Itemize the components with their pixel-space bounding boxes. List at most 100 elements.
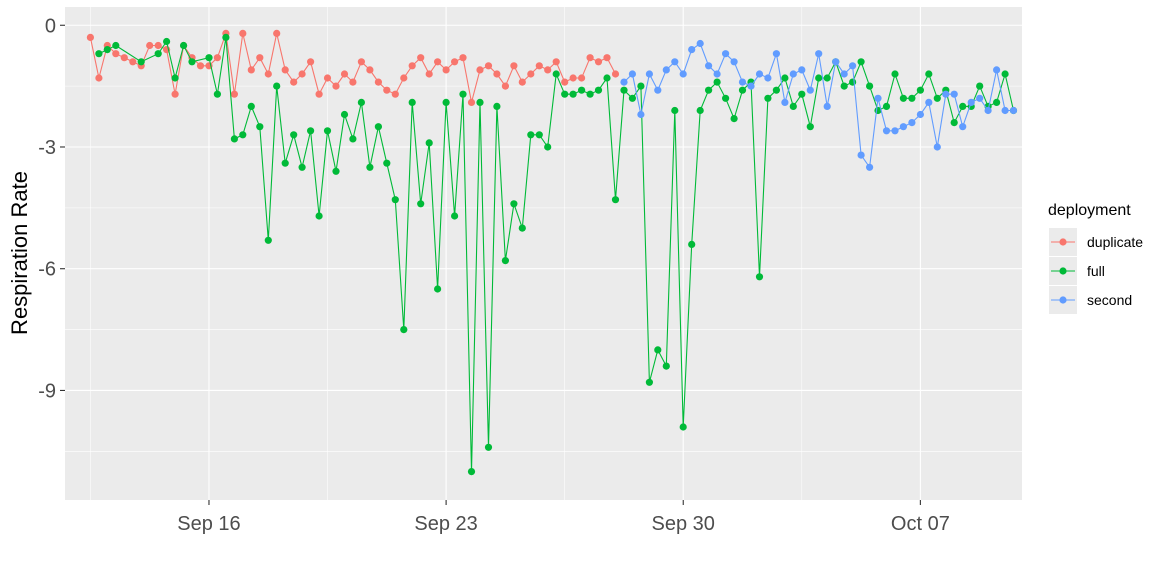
legend-key-point: [1059, 267, 1067, 275]
data-point-duplicate: [391, 90, 399, 98]
data-point-full: [307, 127, 315, 135]
data-point-duplicate: [366, 66, 374, 74]
data-point-full: [866, 82, 874, 90]
data-point-full: [561, 90, 569, 98]
data-point-full: [112, 41, 120, 50]
y-tick-label: -9: [38, 380, 56, 402]
data-point-full: [476, 98, 484, 106]
minor-gridlines: [65, 7, 1022, 500]
data-point-second: [654, 86, 662, 94]
data-point-second: [671, 58, 679, 66]
data-point-duplicate: [120, 54, 128, 62]
x-tick-label: Sep 23: [414, 513, 477, 535]
data-point-full: [366, 163, 374, 171]
data-point-full: [882, 102, 891, 110]
data-point-duplicate: [213, 54, 221, 62]
data-point-full: [976, 82, 984, 90]
data-point-full: [705, 86, 713, 94]
data-point-second: [730, 58, 738, 66]
data-point-full: [925, 70, 933, 78]
data-point-duplicate: [357, 58, 365, 66]
data-point-duplicate: [434, 58, 442, 66]
data-point-full: [840, 82, 848, 90]
data-point-full: [273, 82, 281, 90]
data-point-duplicate: [112, 50, 120, 58]
data-point-duplicate: [154, 41, 162, 50]
series-full: [95, 33, 1018, 476]
data-point-full: [501, 257, 509, 265]
data-point-second: [747, 82, 755, 90]
data-point-full: [993, 98, 1001, 106]
data-point-full: [349, 135, 357, 143]
data-point-second: [764, 74, 772, 82]
data-point-duplicate: [476, 66, 484, 74]
data-point-duplicate: [196, 62, 205, 70]
data-point-full: [357, 98, 365, 106]
x-axis-tick-labels: Sep 16 Sep 23 Sep 30 Oct 07: [177, 513, 950, 535]
legend-label: full: [1087, 263, 1105, 279]
x-tick-label: Sep 16: [177, 513, 240, 535]
data-point-full: [544, 143, 552, 151]
data-point-duplicate: [569, 74, 577, 82]
data-point-full: [323, 127, 332, 135]
legend-item-full: full: [1049, 257, 1105, 285]
data-point-full: [374, 123, 382, 131]
data-point-duplicate: [425, 70, 433, 78]
legend-items: duplicate full second: [1049, 228, 1143, 314]
data-point-full: [527, 131, 535, 139]
data-point-full: [722, 94, 730, 102]
data-point-full: [171, 74, 179, 82]
data-point-full: [815, 74, 823, 82]
data-point-full: [434, 285, 442, 293]
data-point-full: [535, 131, 543, 139]
y-tick-label: 0: [45, 15, 56, 37]
data-point-full: [239, 131, 247, 139]
data-point-full: [552, 70, 560, 78]
data-point-second: [772, 50, 781, 58]
data-point-full: [730, 115, 738, 123]
x-tick-label: Oct 07: [891, 513, 950, 535]
data-point-second: [688, 46, 696, 54]
data-point-duplicate: [594, 58, 603, 66]
data-point-second: [874, 94, 882, 102]
data-point-second: [866, 163, 874, 171]
data-point-full: [247, 102, 255, 110]
data-point-second: [976, 94, 984, 102]
data-point-full: [603, 74, 611, 82]
data-point-full: [908, 94, 916, 102]
data-point-duplicate: [340, 70, 349, 78]
y-axis-tick-labels: 0 -3 -6 -9: [38, 15, 56, 402]
data-point-duplicate: [510, 62, 518, 70]
data-point-duplicate: [544, 66, 552, 74]
data-point-full: [459, 90, 467, 98]
data-point-full: [442, 98, 450, 106]
data-point-duplicate: [408, 62, 416, 70]
data-point-second: [882, 127, 891, 135]
data-point-duplicate: [349, 78, 357, 86]
data-point-full: [891, 70, 899, 78]
data-point-full: [569, 90, 577, 98]
data-point-duplicate: [552, 58, 560, 66]
data-point-second: [933, 143, 941, 151]
data-point-full: [95, 50, 103, 58]
legend-item-second: second: [1049, 286, 1132, 314]
data-point-full: [764, 94, 772, 102]
data-point-second: [755, 70, 764, 78]
data-point-second: [645, 70, 654, 78]
series-second: [620, 39, 1018, 171]
data-point-full: [823, 74, 831, 82]
data-point-full: [518, 224, 526, 232]
data-point-second: [705, 62, 713, 70]
y-tick-label: -3: [38, 137, 56, 159]
data-point-second: [798, 66, 806, 74]
data-point-full: [298, 163, 306, 171]
data-point-full: [340, 110, 349, 119]
data-point-full: [154, 50, 162, 58]
data-point-full: [772, 86, 781, 94]
data-point-second: [789, 70, 797, 78]
data-point-duplicate: [467, 98, 476, 106]
data-point-second: [993, 66, 1001, 74]
data-point-duplicate: [230, 90, 238, 98]
data-point-second: [1001, 106, 1009, 115]
data-point-duplicate: [129, 58, 137, 66]
